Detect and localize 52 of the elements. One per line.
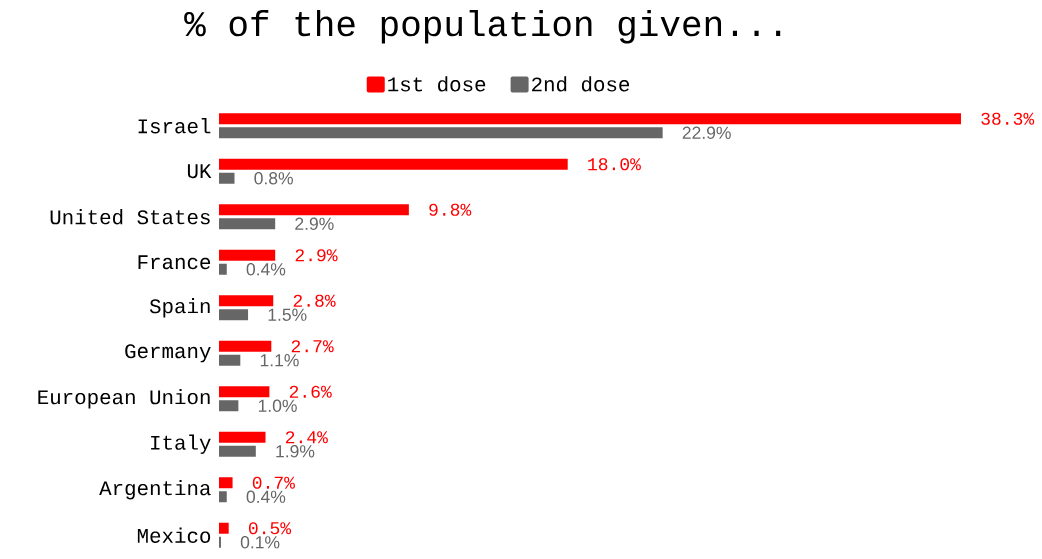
data-label: 0.4% (246, 263, 286, 276)
bar (219, 172, 235, 184)
y-tick-label: Mexico (137, 527, 211, 543)
legend-label: 2nd dose (532, 76, 630, 92)
data-label: 22.9% (682, 126, 731, 139)
legend-label: 1st dose (388, 76, 486, 92)
chart-title: % of the population given... (184, 9, 781, 44)
y-tick-label: France (138, 255, 211, 270)
bar (219, 477, 233, 489)
y-tick-label: Spain (149, 298, 210, 318)
bar (219, 113, 961, 125)
bar (219, 218, 276, 230)
data-label: 2.4% (285, 431, 328, 444)
y-tick-label: Italy (151, 434, 211, 454)
bar (219, 354, 241, 366)
data-label: 9.8% (429, 203, 472, 216)
bar (219, 431, 266, 443)
bar (219, 445, 256, 457)
bar (219, 295, 274, 307)
data-label: 2.8% (293, 294, 336, 307)
y-tick-label: European Union (38, 389, 210, 409)
data-label: 1.1% (260, 354, 299, 367)
data-label: 1.0% (258, 399, 297, 412)
data-label: 0.5% (248, 522, 292, 535)
bar (219, 522, 229, 534)
data-label: 2.9% (295, 249, 338, 262)
data-label: 1.5% (268, 308, 307, 321)
data-label: 0.4% (246, 490, 286, 503)
bar (219, 158, 568, 170)
bar (219, 249, 276, 261)
data-label: 0.1% (240, 536, 280, 549)
bar (219, 309, 249, 321)
data-label: 0.8% (254, 172, 293, 185)
data-label: 18.0% (588, 158, 641, 171)
bar (219, 386, 270, 398)
bar (219, 127, 663, 139)
data-label: 2.9% (295, 217, 334, 230)
data-label: 2.7% (291, 340, 334, 353)
bar (219, 263, 227, 275)
y-tick-label: UK (187, 164, 212, 179)
data-label: 38.3% (981, 112, 1035, 125)
bar (219, 340, 272, 352)
y-tick-label: Argentina (99, 480, 211, 500)
y-tick-label: Israel (138, 118, 211, 134)
data-label: 0.7% (252, 476, 295, 489)
y-tick-label: Germany (125, 344, 211, 363)
data-label: 1.9% (276, 445, 315, 458)
bar (219, 400, 239, 412)
bar (219, 204, 409, 216)
y-tick-label: United States (50, 209, 210, 225)
bar (219, 491, 227, 503)
data-label: 2.6% (289, 385, 332, 398)
